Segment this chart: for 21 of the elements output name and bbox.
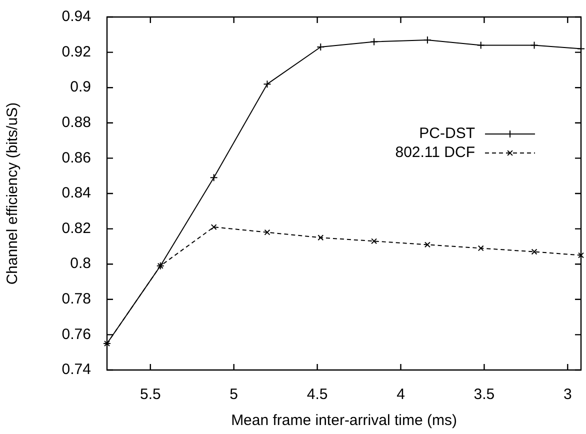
y-tick-label: 0.82 [62,220,91,237]
x-tick-label: 4.5 [306,386,328,404]
x-tick-label: 5 [230,386,238,404]
y-tick-label: 0.92 [62,43,91,60]
legend-label: 802.11 DCF [395,144,475,162]
y-tick-label: 0.78 [62,290,91,308]
y-axis-title: Channel efficiency (bits/uS) [4,102,22,285]
y-tick-label: 0.88 [62,114,91,132]
y-tick-label: 0.9 [70,78,91,96]
y-tick-label: 0.76 [62,326,91,343]
x-tick-label: 3 [563,386,572,404]
y-tick-label: 0.94 [62,8,91,26]
x-tick-label: 3.5 [474,386,495,404]
x-tick-label: 5.5 [140,386,161,404]
y-tick-label: 0.84 [62,184,91,202]
x-tick-label: 4 [396,386,405,404]
y-tick-label: 0.86 [62,149,91,166]
x-axis-title: Mean frame inter-arrival time (ms) [231,412,457,430]
legend-label: PC-DST [419,125,475,142]
y-tick-label: 0.8 [70,255,91,272]
y-tick-label: 0.74 [62,361,91,378]
